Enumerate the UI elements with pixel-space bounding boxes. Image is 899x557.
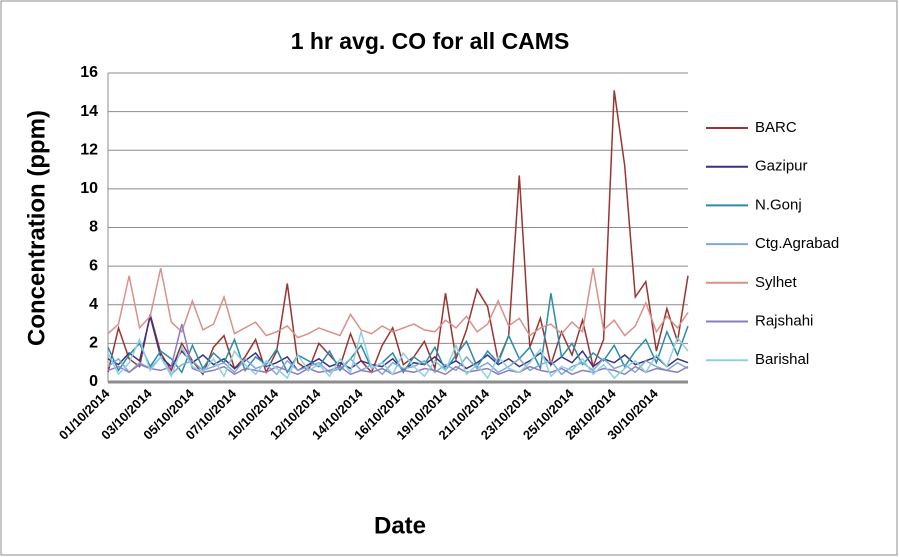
y-axis-label: Concentration (ppm): [23, 110, 50, 346]
y-tick-label: 2: [89, 335, 98, 352]
legend-label: Rajshahi: [755, 312, 813, 329]
x-axis-label: Date: [374, 512, 426, 539]
legend-label: Ctg.Agrabad: [755, 235, 839, 252]
y-tick-label: 16: [80, 64, 98, 81]
y-tick-label: 6: [89, 257, 98, 274]
y-tick-label: 14: [80, 103, 98, 120]
chart-title: 1 hr avg. CO for all CAMS: [291, 28, 570, 54]
series-line: [107, 267, 689, 339]
y-tick-label: 4: [89, 296, 98, 313]
y-tick-label: 10: [80, 180, 98, 197]
legend-label: BARC: [755, 119, 797, 136]
legend-label: Sylhet: [755, 274, 798, 291]
legend-label: N.Gonj: [755, 196, 802, 213]
legend-label: Gazipur: [755, 158, 808, 175]
y-tick-label: 0: [89, 373, 98, 390]
y-tick-label: 12: [80, 141, 98, 158]
y-tick-label: 8: [89, 219, 98, 236]
legend-label: Barishal: [755, 351, 809, 368]
series-line: [107, 328, 689, 380]
